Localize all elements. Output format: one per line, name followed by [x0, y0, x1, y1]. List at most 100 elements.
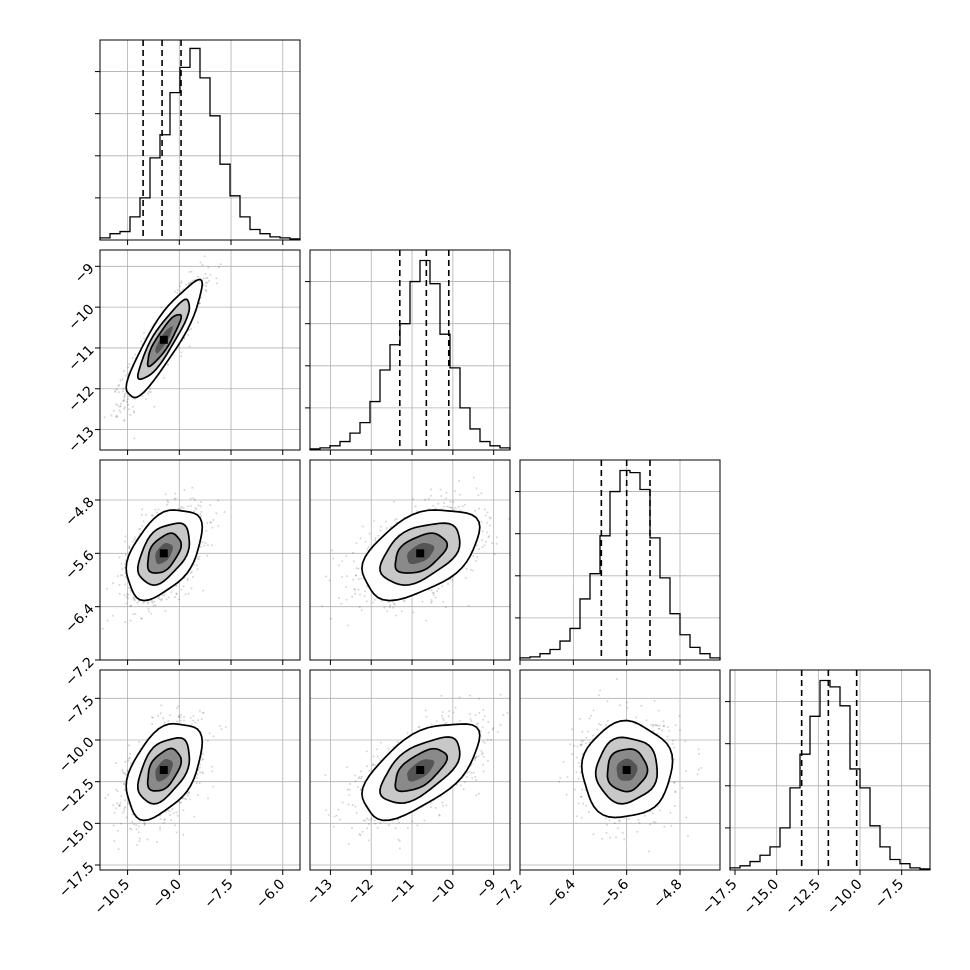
contour-32 — [146, 747, 183, 792]
sample-point — [445, 491, 448, 494]
sample-point — [195, 564, 198, 567]
sample-point — [386, 610, 389, 613]
sample-point — [158, 598, 161, 601]
sample-point — [124, 799, 126, 802]
contour-60 — [136, 736, 191, 805]
sample-point — [481, 752, 484, 754]
sample-point — [132, 598, 135, 601]
scatter-panel-0-2 — [95, 459, 301, 665]
sample-point — [115, 414, 118, 417]
sample-point — [480, 539, 483, 542]
panel-content — [101, 486, 226, 630]
sample-point — [444, 722, 447, 725]
sample-point — [127, 759, 130, 762]
sample-point — [118, 384, 121, 386]
sample-point — [179, 716, 182, 719]
sample-point — [346, 624, 349, 627]
sample-point — [116, 829, 119, 832]
sample-point — [360, 775, 363, 778]
panel-content — [321, 476, 510, 627]
sample-point — [118, 592, 121, 595]
sample-point — [180, 801, 183, 804]
sample-point — [175, 811, 178, 814]
sample-point — [183, 715, 186, 718]
sample-point — [480, 521, 483, 524]
sample-point — [184, 283, 187, 286]
sample-point — [133, 437, 136, 440]
sample-point — [209, 504, 211, 507]
histogram-frame-3 — [729, 669, 931, 871]
sample-point — [112, 824, 115, 827]
sample-point — [215, 282, 218, 285]
sample-point — [332, 557, 335, 560]
sample-point — [192, 715, 195, 717]
sample-point — [143, 332, 146, 334]
sample-point — [352, 578, 355, 581]
sample-point — [189, 572, 192, 575]
sample-point — [148, 390, 151, 393]
sample-point — [187, 791, 190, 794]
sample-point — [474, 775, 477, 778]
sample-point — [453, 490, 456, 493]
sample-point — [166, 499, 169, 502]
sample-point — [147, 392, 150, 395]
sample-point — [493, 553, 496, 556]
sample-point — [112, 409, 115, 412]
sample-point — [430, 488, 433, 491]
sample-point — [145, 513, 148, 516]
sample-point — [127, 757, 130, 760]
sample-point — [193, 815, 196, 818]
sample-point — [182, 585, 185, 588]
sample-point — [363, 595, 366, 598]
sample-point — [177, 715, 180, 718]
sample-point — [194, 506, 197, 509]
sample-point — [459, 493, 462, 496]
sample-point — [193, 510, 196, 513]
sample-point — [358, 606, 361, 609]
sample-point — [469, 694, 471, 697]
sample-point — [384, 520, 387, 523]
sample-point — [458, 479, 461, 482]
sample-point — [129, 604, 132, 607]
sample-point — [373, 519, 376, 522]
sample-point — [454, 506, 457, 509]
sample-point — [190, 570, 193, 573]
sample-point — [186, 579, 189, 582]
sample-point — [94, 840, 96, 842]
sample-point — [374, 539, 376, 542]
panel-content — [103, 250, 222, 440]
sample-point — [145, 398, 147, 401]
sample-point — [199, 261, 202, 264]
density-peak — [159, 549, 168, 558]
sample-point — [430, 589, 433, 592]
sample-point — [482, 708, 485, 711]
sample-point — [150, 716, 153, 719]
sample-point — [136, 601, 139, 604]
sample-point — [327, 814, 330, 816]
sample-point — [137, 600, 140, 602]
sample-point — [425, 619, 428, 622]
sample-point — [119, 379, 122, 382]
sample-point — [393, 500, 395, 503]
sample-point — [201, 772, 204, 775]
sample-point — [441, 585, 444, 588]
sample-point — [486, 521, 489, 524]
sample-point — [483, 544, 486, 547]
sample-point — [345, 575, 348, 578]
sample-point — [199, 513, 202, 516]
sample-point — [389, 525, 392, 528]
sample-point — [355, 574, 358, 577]
sample-point — [372, 762, 375, 765]
sample-point — [133, 823, 136, 826]
sample-point — [340, 602, 343, 605]
sample-point — [178, 714, 180, 717]
sample-point — [177, 705, 180, 708]
sample-point — [402, 599, 405, 602]
sample-point — [197, 321, 199, 324]
sample-point — [192, 719, 195, 722]
sample-point — [176, 707, 178, 710]
sample-point — [187, 794, 190, 797]
sample-point — [125, 400, 128, 403]
sample-point — [353, 588, 356, 591]
sample-point — [480, 750, 483, 753]
